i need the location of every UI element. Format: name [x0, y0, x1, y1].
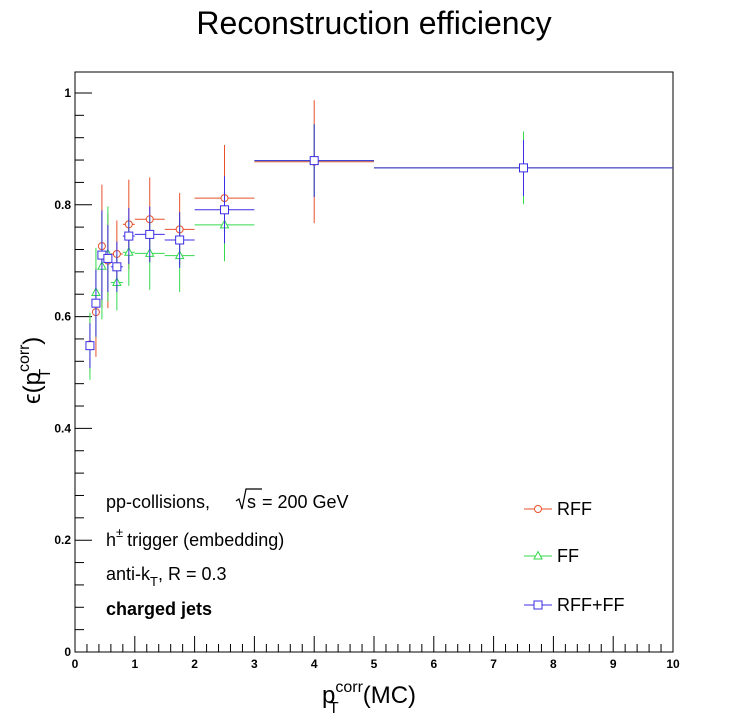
y-axis-title-prefix: ϵ(p	[19, 372, 46, 404]
y-tick-label: 0.2	[54, 533, 71, 547]
legend-marker	[533, 600, 543, 610]
x-axis-tick-labels: 0 1 2 3 4 5 6 7 8 9 10	[72, 657, 680, 671]
data-point	[91, 298, 101, 308]
x-tick-label: 10	[666, 657, 680, 671]
annotation-jets: charged jets	[106, 599, 212, 619]
annotation-algorithm-prefix: anti-k	[106, 564, 151, 584]
annotation-collision: pp-collisions,	[106, 492, 210, 512]
x-axis-ticks	[74, 636, 674, 652]
legend: RFF FF RFF+FF	[524, 499, 625, 615]
annotation-algorithm-sub: T	[150, 574, 158, 589]
annotation-sqrt-arg: s	[247, 492, 256, 512]
annotation-trigger-prefix: h	[106, 530, 116, 550]
x-tick-label: 1	[131, 657, 138, 671]
x-tick-label: 3	[251, 657, 258, 671]
x-axis-title-sup: corr	[335, 679, 363, 696]
series-rff-ff	[85, 124, 673, 369]
data-point	[309, 156, 319, 166]
legend-label: RFF	[557, 499, 592, 519]
x-tick-label: 4	[311, 657, 318, 671]
x-tick-label: 8	[550, 657, 557, 671]
data-point	[103, 253, 113, 263]
y-tick-label: 0	[64, 645, 71, 659]
data-point	[175, 235, 185, 245]
y-axis-title-sub: T	[37, 368, 54, 378]
data-series	[85, 100, 673, 380]
y-tick-label: 0.4	[54, 421, 71, 435]
y-axis-tick-labels: 0 0.2 0.4 0.6 0.8 1	[54, 86, 71, 659]
x-tick-label: 0	[72, 657, 79, 671]
x-tick-label: 6	[430, 657, 437, 671]
y-axis-title-sup: corr	[16, 344, 33, 372]
data-point	[145, 229, 155, 239]
legend-marker	[533, 550, 543, 560]
annotation-collision-prefix: pp-collisions,	[106, 492, 210, 512]
chart-title: Reconstruction efficiency	[196, 5, 551, 41]
x-axis-title: pcorr T (MC)	[322, 679, 416, 717]
x-axis-title-base: p	[322, 682, 335, 709]
series-ff	[85, 124, 673, 380]
y-tick-label: 0.8	[54, 198, 71, 212]
data-point	[519, 163, 528, 173]
annotation-algorithm: anti-kT, R = 0.3	[106, 564, 227, 589]
data-point	[112, 262, 122, 272]
annotation-energy: = 200 GeV	[262, 492, 349, 512]
x-tick-label: 2	[191, 657, 198, 671]
sqrt-symbol-icon	[235, 488, 262, 510]
x-tick-label: 5	[371, 657, 378, 671]
annotation-trigger-suffix: trigger (embedding)	[127, 530, 284, 550]
annotation-algorithm-suffix: , R = 0.3	[158, 564, 227, 584]
y-tick-label: 0.6	[54, 310, 71, 324]
annotation-trigger: h± trigger (embedding)	[106, 525, 284, 550]
y-axis-title: ϵ(pcorr T)	[16, 337, 54, 404]
legend-label: RFF+FF	[557, 595, 625, 615]
data-point	[220, 205, 229, 215]
annotation-block: pp-collisions, s = 200 GeV h± trigger (em…	[106, 488, 349, 619]
data-point	[124, 231, 134, 241]
annotation-trigger-sup: ±	[116, 525, 123, 540]
legend-label: FF	[557, 546, 579, 566]
x-tick-label: 7	[490, 657, 497, 671]
data-point	[85, 341, 95, 351]
series-rff	[85, 100, 673, 373]
x-axis-title-sub: T	[329, 700, 339, 717]
x-axis-title-suffix: (MC)	[363, 682, 416, 709]
legend-marker	[534, 505, 542, 513]
y-axis-ticks	[75, 92, 92, 653]
y-tick-label: 1	[64, 86, 71, 100]
x-tick-label: 9	[610, 657, 617, 671]
y-axis-title-suffix: )	[19, 337, 46, 345]
